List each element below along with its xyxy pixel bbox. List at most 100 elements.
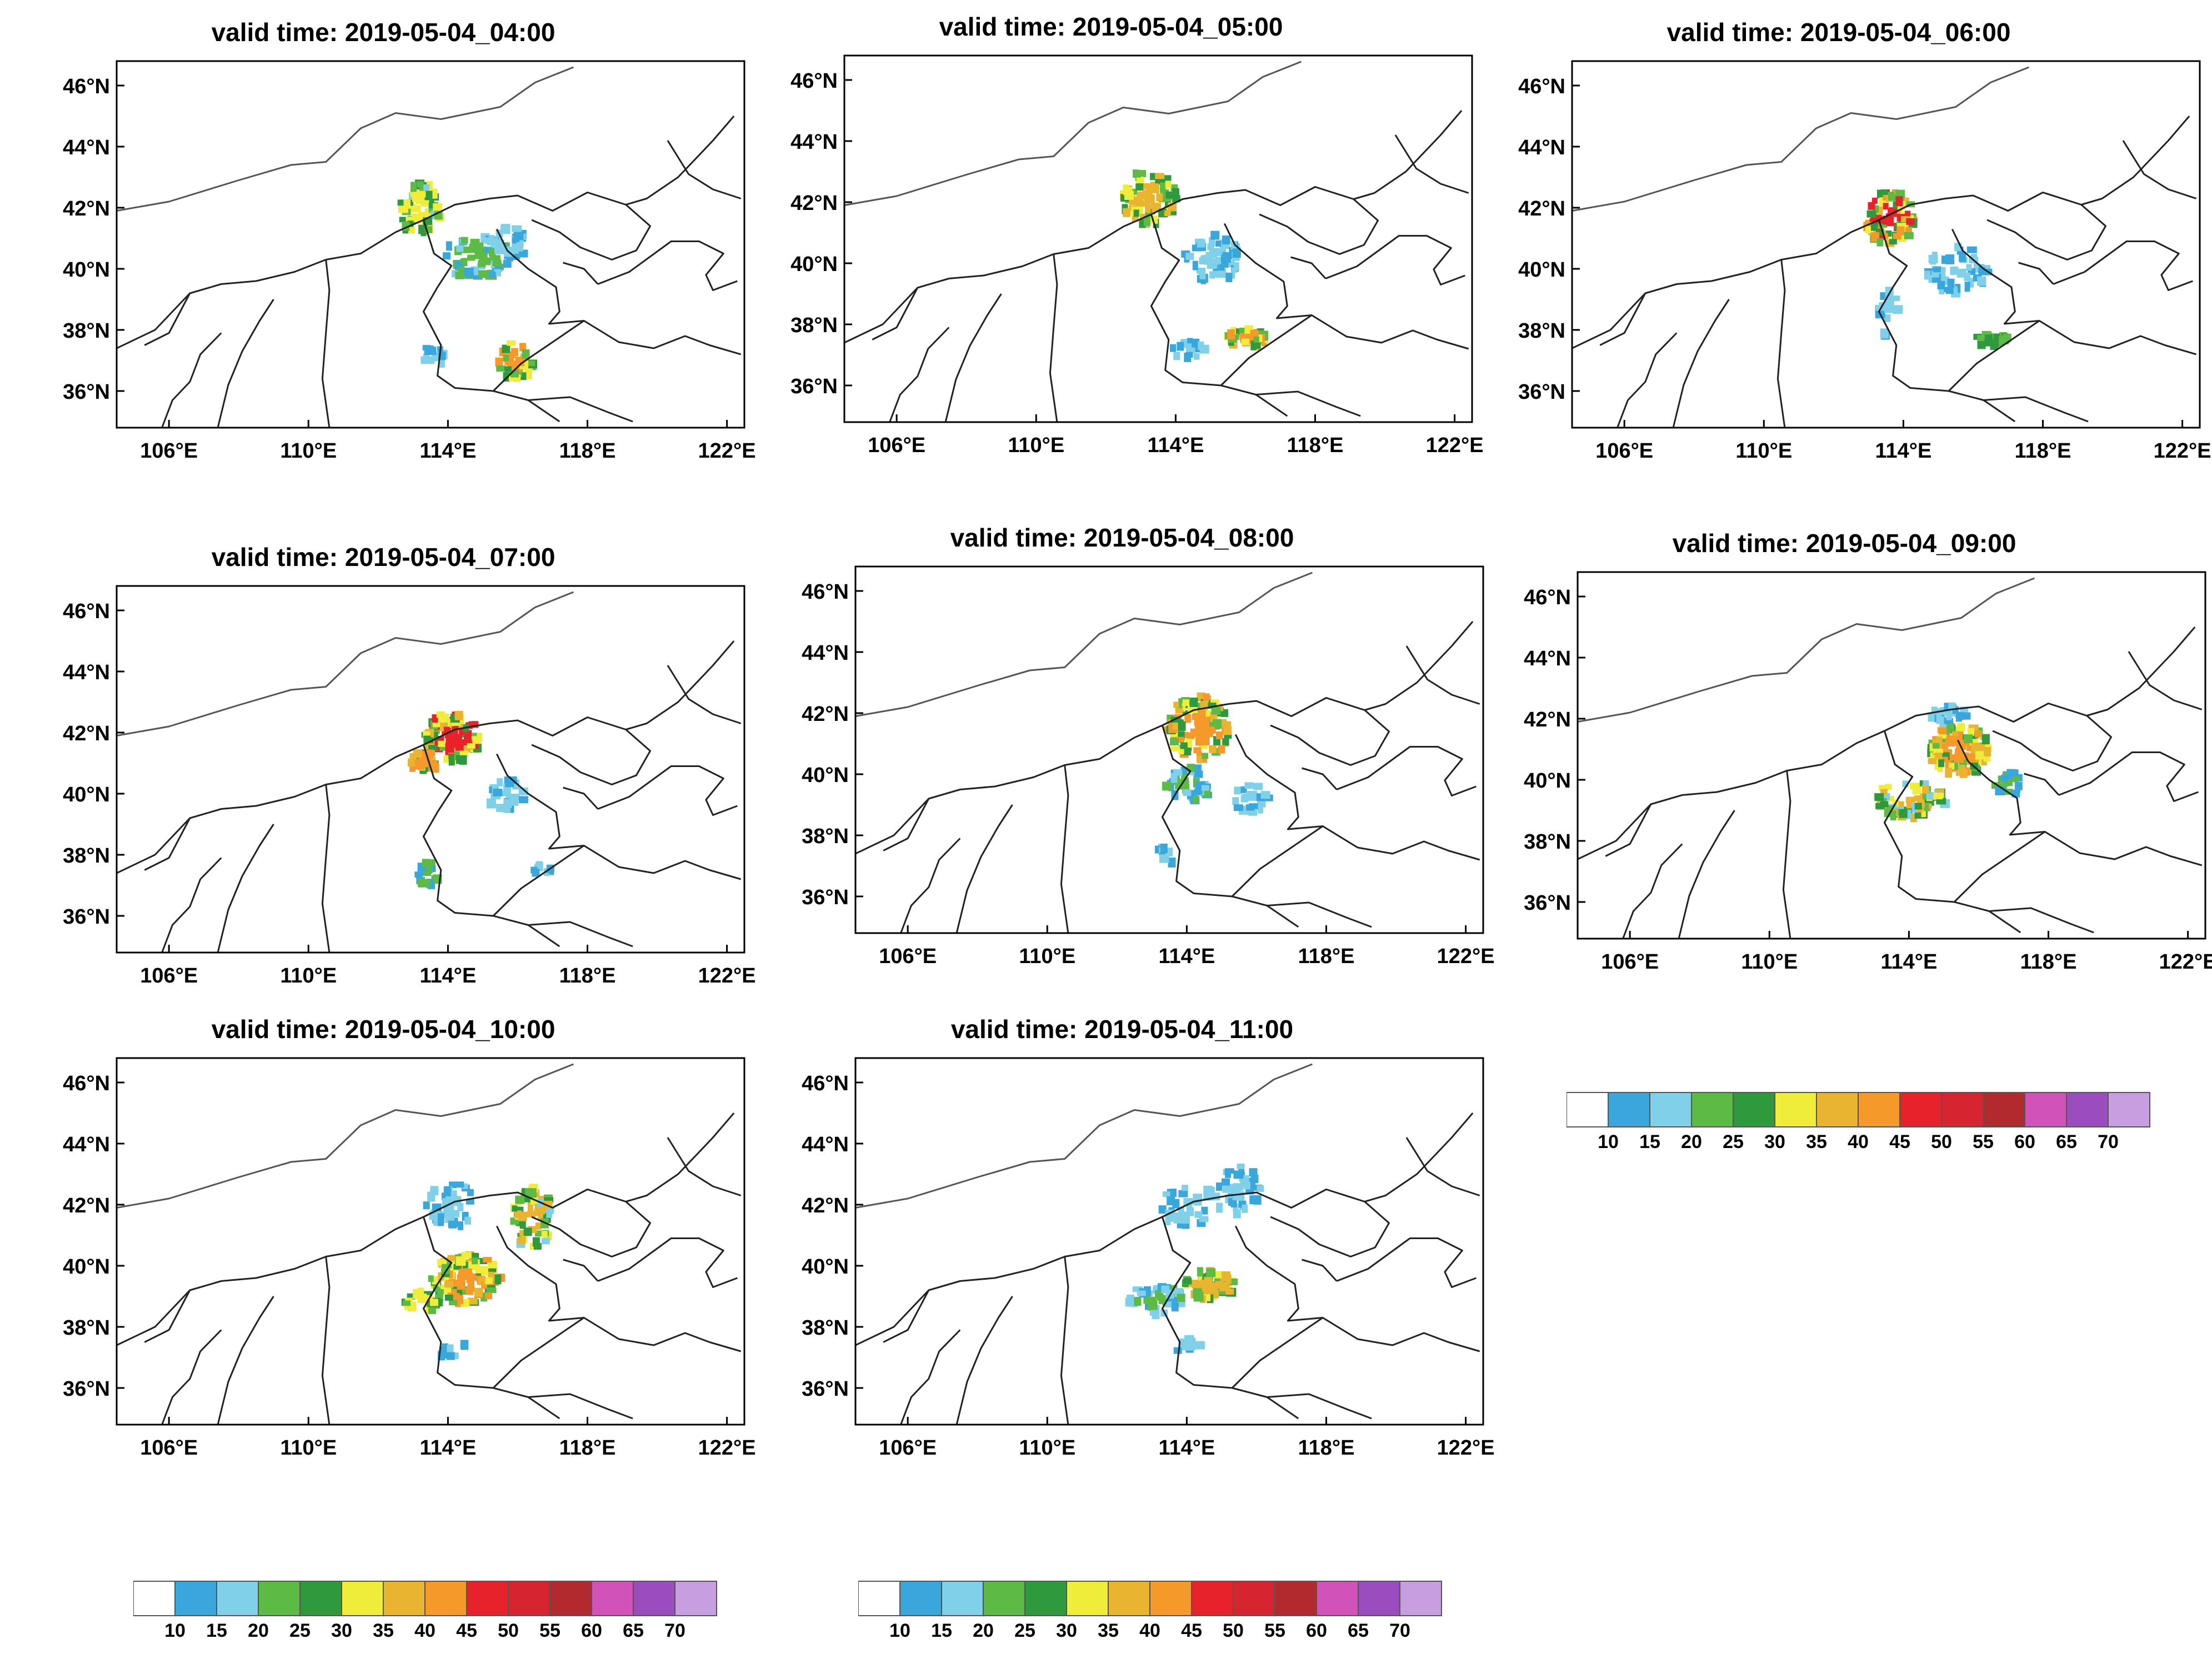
precip-cell	[1202, 785, 1209, 791]
precip-cell	[1155, 173, 1165, 179]
colorbar-label: 35	[1806, 1131, 1827, 1152]
panel-title: valid time: 2019-05-04_04:00	[211, 18, 555, 47]
colorbar-label: 55	[1264, 1620, 1285, 1641]
precip-cell	[1208, 703, 1217, 709]
precip-cell	[503, 355, 509, 362]
precip-cell	[421, 1294, 427, 1303]
province-boundary-line	[144, 293, 191, 346]
lat-tick-label: 38°N	[63, 844, 110, 868]
national-border-line	[1578, 577, 2035, 723]
precip-cell	[1167, 1196, 1175, 1206]
precip-cell	[1175, 736, 1184, 743]
precip-cell	[441, 1285, 447, 1291]
colorbar-swatch	[424, 1581, 467, 1616]
precip-cell	[1186, 343, 1192, 353]
precip-cell	[1939, 728, 1947, 735]
national-border-line	[117, 591, 574, 736]
precip-cell	[1258, 807, 1263, 814]
precip-cell	[466, 1288, 474, 1295]
precip-cell	[1964, 734, 1973, 744]
precip-cell	[1949, 763, 1955, 770]
precip-cell	[1937, 281, 1945, 289]
colorbar-label: 10	[164, 1620, 186, 1641]
precip-cell	[1213, 270, 1223, 277]
precip-cell	[458, 728, 464, 735]
precip-cell	[1146, 186, 1153, 192]
precip-cell	[1922, 785, 1929, 794]
precip-cell	[437, 1213, 444, 1224]
province-boundary-line	[1878, 219, 2016, 423]
colorbar-swatch	[591, 1581, 634, 1616]
precip-cell	[1880, 292, 1886, 300]
precip-cell	[1880, 801, 1889, 808]
province-boundary-line	[1270, 709, 1390, 766]
precip-cell	[1945, 288, 1954, 294]
precip-cell	[1204, 1277, 1213, 1287]
lat-tick-label: 40°N	[802, 1255, 849, 1279]
precip-cell	[422, 199, 429, 207]
precip-cell	[1184, 714, 1192, 723]
map-frame	[1571, 60, 2201, 429]
precip-cell	[466, 1277, 474, 1284]
precip-cell	[1950, 266, 1959, 275]
precip-cell	[474, 1287, 483, 1297]
precip-cell	[525, 1188, 533, 1196]
colorbar-swatch	[174, 1581, 217, 1616]
precip-cell	[1243, 1181, 1250, 1190]
province-boundary-line	[597, 1237, 738, 1288]
precip-cell	[1222, 721, 1232, 727]
precip-cell	[1914, 806, 1923, 813]
precip-cell	[1129, 196, 1135, 206]
precip-cell	[1225, 273, 1233, 283]
precip-cell	[1140, 201, 1150, 207]
precip-cell	[1144, 205, 1150, 213]
lat-tick-label: 36°N	[1524, 891, 1571, 915]
province-boundary-line	[1989, 907, 2094, 934]
map-frame	[843, 54, 1473, 423]
precip-cell	[1893, 305, 1903, 314]
precip-cell	[527, 1202, 533, 1212]
precip-cell	[1156, 193, 1163, 202]
province-boundary-line	[422, 1216, 560, 1420]
precip-cell	[517, 1236, 526, 1245]
map-layer	[117, 66, 742, 428]
precip-cell	[1970, 255, 1977, 263]
lat-tick-label: 38°N	[1518, 319, 1565, 343]
province-boundary-line	[855, 1112, 1474, 1346]
map-layer	[844, 61, 1469, 422]
precip-cell	[427, 1191, 436, 1202]
colorbar-swatch	[2066, 1092, 2109, 1127]
colorbar-label: 50	[1931, 1131, 1952, 1152]
map-canvas: 36°N 38°N 40°N 42°N 44°N 46°N 106°E 110°E 114°E 1…	[1524, 571, 2212, 974]
precip-cell	[1906, 803, 1912, 809]
province-boundary-line	[1220, 314, 1469, 387]
precip-cell	[458, 1295, 463, 1304]
panel-title: valid time: 2019-05-04_07:00	[211, 543, 555, 572]
precip-cell	[1871, 223, 1878, 231]
map-layer	[1578, 577, 2203, 939]
lat-tick-label: 36°N	[802, 886, 849, 909]
precip-cell	[408, 758, 417, 767]
precip-cell	[472, 1257, 478, 1265]
reflectivity-colorbar: 10 15 20 25 30 35 40 45 50 55 60 65 70	[1566, 1091, 2166, 1152]
precip-cell	[464, 267, 474, 277]
precip-cell	[435, 1294, 444, 1301]
precip-cell	[1968, 753, 1976, 762]
precip-cell	[413, 1289, 422, 1299]
lat-tick-label: 42°N	[63, 722, 110, 745]
precip-cell	[1975, 751, 1984, 760]
precip-cell	[1875, 304, 1881, 313]
precip-cell	[438, 1272, 444, 1281]
colorbar-label: 45	[1889, 1131, 1910, 1152]
precip-cell	[1239, 327, 1245, 334]
colorbar-canvas: 10 15 20 25 30 35 40 45 50 55 60 65 70	[858, 1581, 1442, 1641]
province-boundary-line	[1290, 256, 1327, 279]
province-boundary-line	[161, 332, 222, 428]
map-layer	[855, 572, 1480, 933]
precip-cell	[1209, 745, 1217, 753]
precip-cell	[1936, 736, 1943, 743]
province-boundary-line	[844, 110, 1463, 344]
lat-tick-label: 46°N	[790, 69, 838, 93]
precip-cell	[1914, 803, 1922, 810]
precip-cell	[1168, 857, 1176, 868]
